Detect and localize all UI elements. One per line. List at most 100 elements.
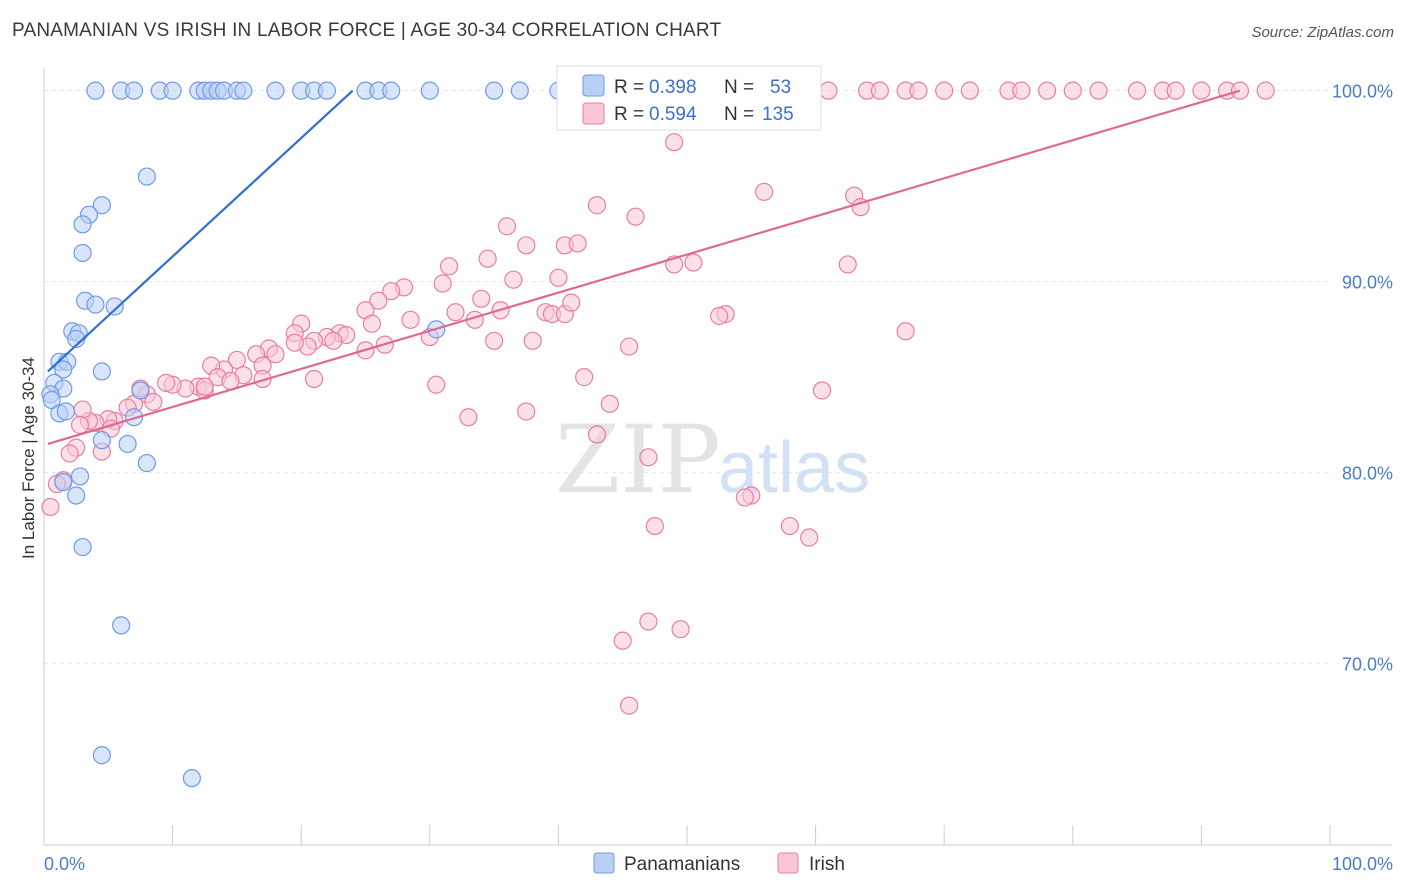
irish-point-12 (960, 81, 980, 100)
y-tick-label-90: 90.0% (1342, 273, 1393, 293)
irish-point-55 (362, 314, 382, 333)
panamanian-point-56 (182, 769, 201, 788)
panamanian-point-12 (266, 81, 285, 100)
irish-point-18 (1127, 81, 1147, 100)
y-tick-label-100: 100.0% (1332, 82, 1393, 102)
irish-point-14 (1012, 81, 1031, 100)
irish-point-86 (157, 373, 176, 392)
irish-point-45 (472, 289, 491, 308)
stats-swatch-panamanians (582, 74, 605, 97)
legend-swatch-irish (777, 852, 799, 874)
panamanian-point-53 (73, 537, 92, 557)
irish-point-38 (684, 253, 703, 272)
irish-point-41 (504, 270, 523, 289)
irish-point-25 (665, 133, 684, 152)
panamanian-point-47 (92, 431, 111, 450)
panamanian-point-54 (112, 616, 131, 635)
irish-point-99 (253, 369, 272, 389)
irish-point-42 (433, 274, 452, 293)
irish-point-120 (73, 400, 92, 419)
bottom-legend: Panamanians Irish (593, 852, 845, 875)
panamanian-point-50 (70, 467, 90, 486)
irish-point-115 (671, 620, 690, 639)
panamanian-point-42 (42, 390, 61, 410)
panamanian-point-37 (54, 360, 73, 379)
panamanian-point-25 (92, 196, 111, 215)
irish-point-16 (1063, 81, 1082, 100)
irish-point-29 (587, 196, 607, 215)
irish-point-118 (896, 322, 915, 341)
stats-legend: R = 0.398 N = 53 R = 0.594 N = 135 (556, 65, 822, 131)
y-tick-label-80: 80.0% (1342, 464, 1393, 484)
trend-lines (47, 89, 1241, 446)
irish-point-39 (838, 255, 857, 274)
stats-r-value-irish: 0.594 (649, 104, 697, 125)
stats-n-value-panamanians: 53 (770, 77, 791, 98)
irish-point-103 (600, 394, 619, 413)
panamanian-point-38 (92, 362, 111, 381)
watermark: ZIP atlas (555, 406, 870, 515)
panamanian-point-21 (510, 81, 529, 100)
panamanian-point-18 (382, 81, 401, 100)
irish-point-102 (575, 368, 594, 387)
panamanian-point-28 (73, 243, 92, 263)
panamanian-points (41, 81, 632, 788)
legend-swatch-panamanians (593, 852, 615, 874)
irish-point-15 (1037, 81, 1057, 100)
source-label: Source: ZipAtlas.com (1251, 24, 1394, 41)
legend-label-irish: Irish (809, 854, 845, 875)
irish-point-101 (427, 375, 446, 394)
stats-r-label-irish: R = (614, 104, 644, 125)
irish-point-35 (478, 249, 497, 268)
x-tick-label-min: 0.0% (44, 854, 85, 874)
irish-point-104 (587, 425, 607, 444)
irish-point-34 (568, 234, 587, 253)
irish-point-46 (369, 291, 388, 310)
y-tick-labels: 70.0% 80.0% 90.0% 100.0% (1332, 82, 1393, 675)
y-axis-title: In Labor Force | Age 30-34 (19, 357, 38, 559)
panamanian-point-48 (118, 434, 137, 454)
panamanian-point-43 (131, 381, 150, 400)
irish-trend-line (47, 89, 1241, 446)
stats-swatch-irish (582, 102, 605, 125)
irish-point-24 (1256, 81, 1275, 100)
irish-point-30 (626, 207, 645, 226)
irish-point-107 (639, 448, 658, 467)
panamanian-point-30 (86, 295, 105, 314)
irish-point-90 (144, 392, 163, 412)
irish-point-53 (562, 293, 581, 312)
irish-point-44 (382, 282, 401, 301)
panamanian-point-45 (56, 402, 75, 421)
irish-point-32 (517, 236, 536, 255)
irish-point-70 (523, 331, 542, 350)
irish-point-11 (935, 81, 954, 100)
irish-point-121 (70, 415, 90, 434)
legend-label-panamanians: Panamanians (624, 854, 740, 875)
panamanian-point-49 (137, 453, 156, 473)
irish-point-76 (227, 350, 246, 370)
x-tick-label-max: 100.0% (1332, 854, 1393, 874)
irish-point-21 (1192, 81, 1211, 100)
stats-r-value-panamanians: 0.398 (649, 77, 697, 98)
irish-point-97 (195, 377, 214, 396)
panamanian-point-31 (105, 297, 124, 316)
stats-n-value-irish: 135 (762, 104, 794, 125)
irish-point-109 (735, 488, 754, 507)
irish-point-40 (549, 268, 568, 287)
watermark-zip: ZIP (555, 406, 721, 515)
panamanian-point-24 (137, 167, 156, 186)
panamanian-point-46 (124, 408, 144, 427)
irish-point-6 (819, 81, 838, 100)
panamanian-point-55 (92, 746, 111, 765)
irish-point-105 (459, 408, 478, 427)
irish-point-113 (639, 612, 658, 631)
irish-point-26 (755, 182, 774, 201)
irish-point-106 (517, 402, 536, 421)
panamanian-point-11 (234, 81, 253, 100)
panamanian-trend-line (47, 89, 354, 373)
irish-point-10 (909, 81, 928, 100)
irish-point-71 (620, 337, 639, 356)
panamanian-point-51 (54, 473, 73, 492)
stats-n-label-irish: N = (724, 104, 754, 125)
irish-point-111 (780, 516, 799, 536)
